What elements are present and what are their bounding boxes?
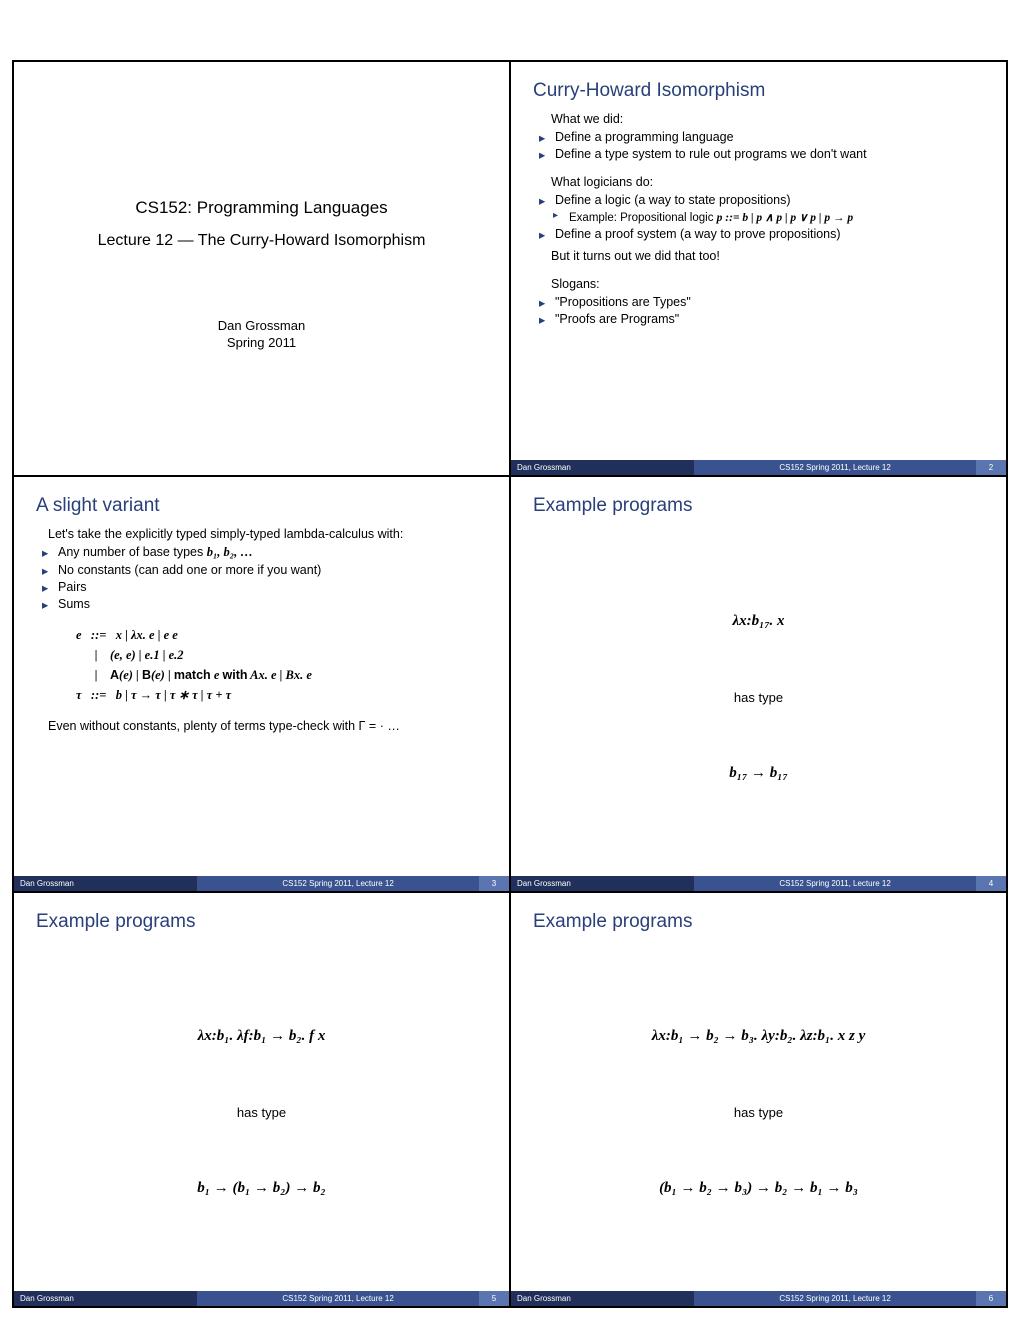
slide-footer: Dan Grossman CS152 Spring 2011, Lecture …: [14, 876, 509, 891]
bullet-list: Any number of base types b₁, b₂, … No co…: [36, 545, 487, 611]
footer-author: Dan Grossman: [14, 876, 197, 891]
grammar-block: e ::= x | λx. e | e e | (e, e) | e.1 | e…: [76, 625, 487, 705]
footer-course: CS152 Spring 2011, Lecture 12: [694, 460, 976, 475]
author: Dan Grossman: [218, 318, 305, 333]
slide-5: Example programs λx:b₁. λf:b₁ → b₂. f x …: [13, 892, 510, 1307]
bullet-list: Define a programming language Define a t…: [533, 130, 984, 161]
slide-3-body: A slight variant Let's take the explicit…: [14, 477, 509, 875]
footer-course: CS152 Spring 2011, Lecture 12: [694, 1291, 976, 1306]
bullet: Any number of base types b₁, b₂, …: [58, 545, 487, 560]
text: Slogans:: [551, 277, 984, 291]
slide-2: Curry-Howard Isomorphism What we did: De…: [510, 61, 1007, 476]
text: has type: [36, 1105, 487, 1120]
slide-4-body: Example programs λx:b₁₇. x has type b₁₇ …: [511, 477, 1006, 875]
bullet-list: "Propositions are Types" "Proofs are Pro…: [533, 295, 984, 326]
t: |: [76, 668, 110, 682]
text: has type: [533, 1105, 984, 1120]
expression: λx:b₁. λf:b₁ → b₂. f x: [36, 1028, 487, 1045]
footer-course: CS152 Spring 2011, Lecture 12: [197, 1291, 479, 1306]
slide-3: A slight variant Let's take the explicit…: [13, 476, 510, 891]
slide-grid: CS152: Programming Languages Lecture 12 …: [12, 60, 1008, 1308]
kw: A: [110, 668, 119, 682]
t: Ax. e | Bx. e: [248, 668, 312, 682]
expression: λx:b₁₇. x: [533, 613, 984, 630]
slide-6-body: Example programs λx:b₁ → b₂ → b₃. λy:b₂.…: [511, 893, 1006, 1291]
slide-5-body: Example programs λx:b₁. λf:b₁ → b₂. f x …: [14, 893, 509, 1291]
footer-page: 5: [479, 1291, 509, 1306]
kw: with: [223, 668, 248, 682]
slide-footer: Dan Grossman CS152 Spring 2011, Lecture …: [14, 1291, 509, 1306]
footer-author: Dan Grossman: [511, 1291, 694, 1306]
footer-author: Dan Grossman: [511, 876, 694, 891]
bullet: Define a type system to rule out program…: [555, 147, 984, 161]
footer-page: 2: [976, 460, 1006, 475]
footer-course: CS152 Spring 2011, Lecture 12: [197, 876, 479, 891]
footer-page: 4: [976, 876, 1006, 891]
text: What logicians do:: [551, 175, 984, 189]
slide-title: Example programs: [36, 911, 487, 933]
slide-footer: Dan Grossman CS152 Spring 2011, Lecture …: [511, 460, 1006, 475]
bullet: Pairs: [58, 580, 487, 594]
title-slide-body: CS152: Programming Languages Lecture 12 …: [14, 62, 509, 475]
footer-course: CS152 Spring 2011, Lecture 12: [694, 876, 976, 891]
math: p ::= b | p ∧ p | p ∨ p | p → p: [717, 212, 853, 224]
slide-2-body: Curry-Howard Isomorphism What we did: De…: [511, 62, 1006, 460]
centered-content: λx:b₁₇. x has type b₁₇ → b₁₇: [533, 527, 984, 867]
slide-footer: Dan Grossman CS152 Spring 2011, Lecture …: [511, 1291, 1006, 1306]
text: has type: [533, 690, 984, 705]
term: Spring 2011: [227, 335, 296, 350]
bullet-list: Define a proof system (a way to prove pr…: [533, 227, 984, 241]
slide-title: Example programs: [533, 911, 984, 933]
t: e: [211, 668, 223, 682]
text: Example: Propositional logic: [569, 212, 717, 224]
slide-title: A slight variant: [36, 495, 487, 517]
t: (e) |: [151, 668, 174, 682]
slide-6: Example programs λx:b₁ → b₂ → b₃. λy:b₂.…: [510, 892, 1007, 1307]
text: Any number of base types: [58, 545, 207, 559]
kw: B: [142, 668, 151, 682]
math: b₁, b₂, …: [207, 545, 253, 559]
text: Even without constants, plenty of terms …: [48, 719, 487, 733]
bullet: Sums: [58, 597, 487, 611]
slide-title: Example programs: [533, 495, 984, 517]
footer-author: Dan Grossman: [14, 1291, 197, 1306]
slide-4: Example programs λx:b₁₇. x has type b₁₇ …: [510, 476, 1007, 891]
slide-footer: Dan Grossman CS152 Spring 2011, Lecture …: [511, 876, 1006, 891]
t: (e) |: [119, 668, 142, 682]
text: Let's take the explicitly typed simply-t…: [48, 527, 487, 541]
type-expr: (b₁ → b₂ → b₃) → b₂ → b₁ → b₃: [533, 1180, 984, 1197]
bullet: Define a programming language: [555, 130, 984, 144]
footer-page: 6: [976, 1291, 1006, 1306]
kw: match: [174, 668, 211, 682]
expression: λx:b₁ → b₂ → b₃. λy:b₂. λz:b₁. x z y: [533, 1028, 984, 1045]
bullet: "Proofs are Programs": [555, 312, 984, 326]
type-expr: b₁₇ → b₁₇: [533, 765, 984, 782]
grammar-line: τ ::= b | τ → τ | τ ∗ τ | τ + τ: [76, 685, 487, 705]
footer-author: Dan Grossman: [511, 460, 694, 475]
grammar-line: e ::= x | λx. e | e e: [76, 625, 487, 645]
centered-content: λx:b₁ → b₂ → b₃. λy:b₂. λz:b₁. x z y has…: [533, 943, 984, 1283]
type-expr: b₁ → (b₁ → b₂) → b₂: [36, 1180, 487, 1197]
slide-1: CS152: Programming Languages Lecture 12 …: [13, 61, 510, 476]
slide-title: Curry-Howard Isomorphism: [533, 80, 984, 102]
bullet: Define a logic (a way to state propositi…: [555, 193, 984, 207]
grammar-line: | (e, e) | e.1 | e.2: [76, 645, 487, 665]
text: What we did:: [551, 112, 984, 126]
grammar-line: | A(e) | B(e) | match e with Ax. e | Bx.…: [76, 665, 487, 685]
centered-content: λx:b₁. λf:b₁ → b₂. f x has type b₁ → (b₁…: [36, 943, 487, 1283]
text: But it turns out we did that too!: [551, 249, 984, 263]
bullet: "Propositions are Types": [555, 295, 984, 309]
bullet: No constants (can add one or more if you…: [58, 563, 487, 577]
footer-page: 3: [479, 876, 509, 891]
bullet: Define a proof system (a way to prove pr…: [555, 227, 984, 241]
sub-bullet: Example: Propositional logic p ::= b | p…: [569, 210, 984, 224]
sub-bullet-list: Example: Propositional logic p ::= b | p…: [533, 210, 984, 224]
lecture-title: Lecture 12 — The Curry-Howard Isomorphis…: [98, 232, 426, 250]
course-code: CS152: Programming Languages: [135, 198, 387, 218]
bullet-list: Define a logic (a way to state propositi…: [533, 193, 984, 207]
